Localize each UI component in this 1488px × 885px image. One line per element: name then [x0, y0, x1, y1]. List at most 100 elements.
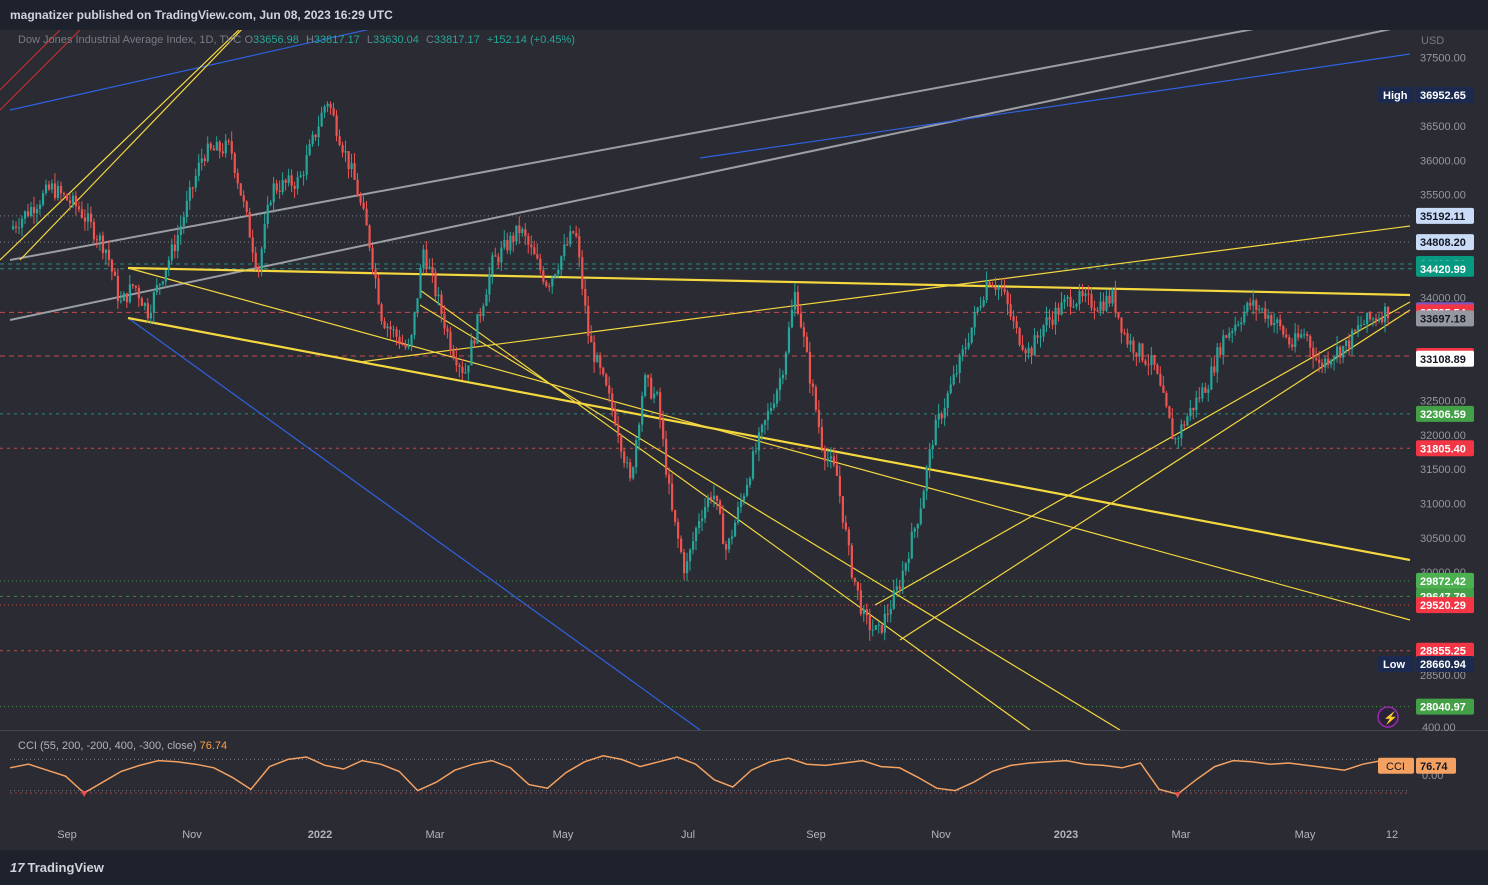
price-label-bg	[1416, 405, 1474, 422]
candle-body	[754, 450, 758, 452]
candle-body	[1348, 340, 1351, 349]
candle-body	[742, 495, 746, 501]
candle-body	[431, 266, 434, 273]
price-axis-background	[1412, 30, 1488, 822]
candle-body	[245, 201, 248, 213]
candle-body	[35, 208, 39, 214]
candle-body	[473, 340, 476, 344]
candle-body	[1243, 311, 1246, 323]
candle-body	[221, 151, 224, 154]
candle-body	[1150, 355, 1153, 365]
candle-body	[524, 229, 527, 237]
candle-body	[41, 193, 45, 205]
candle-body	[1273, 322, 1276, 325]
candle-body	[1288, 337, 1291, 345]
candle-body	[380, 304, 383, 322]
y-tick-label: 31500.00	[1420, 464, 1466, 476]
candle-body	[587, 305, 590, 336]
tradingview-logo: 17 TradingView	[10, 860, 104, 875]
candle-body	[1192, 407, 1195, 411]
cci-line	[9, 755, 1401, 796]
candle-body	[248, 212, 251, 238]
candle-body	[296, 177, 299, 189]
candle-body	[212, 148, 215, 151]
price-label-bg	[1416, 234, 1474, 251]
candle-body	[350, 163, 353, 170]
candle-body	[335, 115, 338, 137]
candle-body	[904, 563, 907, 571]
candle-body	[1066, 296, 1069, 299]
candle-body	[706, 497, 710, 508]
candle-body	[1366, 312, 1369, 325]
candle-body	[1189, 407, 1192, 417]
candle-body	[907, 558, 910, 564]
candle-body	[1012, 316, 1015, 322]
candle-body	[1291, 344, 1294, 347]
candle-body	[227, 140, 230, 142]
candle-body	[1141, 343, 1144, 361]
candle-body	[1087, 293, 1090, 295]
price-label-bg	[1416, 207, 1474, 224]
price-label-bg	[1416, 597, 1474, 614]
candle-body	[1009, 304, 1012, 317]
candle-body	[605, 374, 608, 386]
candle-body	[871, 629, 874, 631]
candle-body	[982, 299, 985, 307]
candle-body	[671, 483, 674, 510]
candle-body	[656, 392, 659, 394]
candle-body	[323, 106, 326, 113]
candle-body	[197, 162, 200, 176]
candle-body	[895, 586, 898, 591]
candle-body	[877, 624, 880, 626]
price-tag: High	[1383, 90, 1408, 102]
candle-body	[164, 270, 167, 282]
candle-body	[446, 328, 449, 332]
candle-body	[647, 375, 650, 378]
candle-body	[455, 357, 458, 366]
candle-body	[757, 432, 761, 451]
candle-body	[374, 268, 377, 279]
candle-body	[569, 231, 572, 245]
price-label: 32306.59	[1420, 409, 1466, 421]
candle-body	[548, 286, 551, 288]
candle-body	[1096, 310, 1099, 312]
candle-body	[775, 390, 779, 404]
candle-body	[1069, 296, 1072, 307]
candle-body	[83, 217, 87, 222]
candle-body	[1213, 366, 1216, 373]
candle-body	[700, 518, 704, 521]
candle-body	[859, 590, 862, 614]
candle-body	[581, 257, 584, 289]
candle-body	[1126, 333, 1129, 345]
candle-body	[440, 294, 443, 314]
tradingview-logo-icon: 17	[10, 860, 25, 875]
x-tick-label: May	[1295, 829, 1316, 841]
candle-body	[329, 103, 332, 109]
candle-body	[674, 509, 677, 522]
candle-body	[437, 294, 440, 297]
candle-body	[826, 458, 830, 461]
candle-body	[1246, 302, 1249, 312]
candle-body	[551, 277, 554, 287]
candle-body	[293, 185, 296, 189]
candle-body	[1303, 334, 1306, 336]
candle-body	[1168, 406, 1171, 419]
candle-body	[257, 267, 260, 270]
chart-svg[interactable]: USD 37500.00 36500.00 36000.00 35500.00 34000…	[0, 30, 1488, 850]
chart-panel[interactable]: USD 37500.00 36500.00 36000.00 35500.00 34000…	[0, 30, 1488, 850]
candle-body	[134, 285, 138, 288]
candle-body	[886, 613, 889, 615]
candle-body	[239, 183, 242, 196]
candle-body	[401, 344, 404, 346]
candle-body	[365, 208, 368, 226]
candle-body	[194, 175, 197, 188]
price-label-bg	[1416, 572, 1474, 589]
candle-body	[1351, 330, 1354, 349]
candle-body	[476, 314, 479, 344]
candle-body	[1054, 307, 1057, 325]
price-label: 28040.97	[1420, 702, 1466, 714]
candle-body	[689, 549, 692, 562]
candle-body	[17, 227, 21, 229]
candle-body	[590, 335, 593, 343]
candle-body	[404, 344, 407, 348]
